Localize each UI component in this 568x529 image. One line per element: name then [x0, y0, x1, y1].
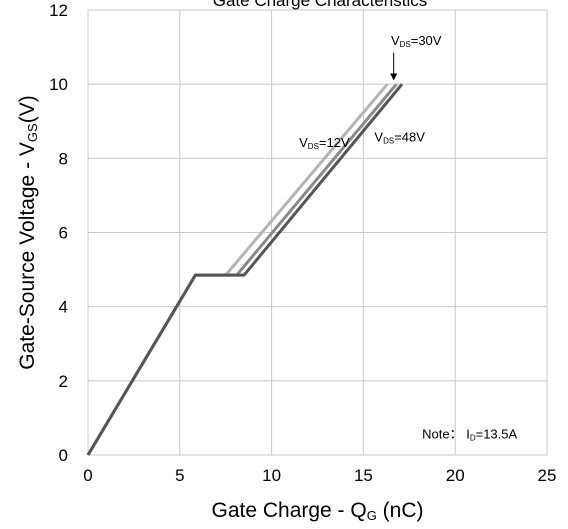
series-line-3 — [86, 83, 404, 456]
annotation-arrowhead — [390, 73, 398, 81]
x-tick-label: 5 — [175, 466, 184, 485]
x-axis: 0 5 10 15 20 25 — [83, 466, 556, 485]
annotation-label-1: VDS=30V — [391, 33, 442, 49]
annotation-label-3: VDS=48V — [374, 130, 425, 146]
chart-title: Gate Charge Characteristics — [213, 0, 427, 10]
y-tick-label: 6 — [59, 224, 68, 243]
y-tick-label: 4 — [59, 298, 68, 317]
x-tick-label: 0 — [83, 466, 92, 485]
x-tick-label: 10 — [262, 466, 281, 485]
x-axis-title: Gate Charge - QG (nC) — [211, 499, 423, 523]
annotation-label-2: VDS=12V — [299, 135, 350, 151]
series-group — [86, 83, 404, 456]
y-axis-title: Gate-Source Voltage - VGS(V) — [16, 95, 40, 369]
x-tick-label: 20 — [446, 466, 465, 485]
y-tick-label: 12 — [49, 1, 68, 20]
grid — [87, 9, 548, 456]
annotations: VDS=30V VDS=12V VDS=48V Note： ID=13.5A — [299, 33, 517, 442]
plot-frame — [87, 9, 548, 456]
y-tick-label: 8 — [59, 149, 68, 168]
series-line-2 — [86, 83, 398, 456]
x-tick-label: 25 — [538, 466, 557, 485]
x-tick-label: 15 — [354, 466, 373, 485]
y-tick-label: 0 — [59, 446, 68, 465]
y-tick-label: 10 — [49, 75, 68, 94]
y-tick-label: 2 — [59, 372, 68, 391]
note-label: Note： ID=13.5A — [422, 426, 517, 442]
y-axis: 0 2 4 6 8 10 12 — [49, 1, 68, 465]
